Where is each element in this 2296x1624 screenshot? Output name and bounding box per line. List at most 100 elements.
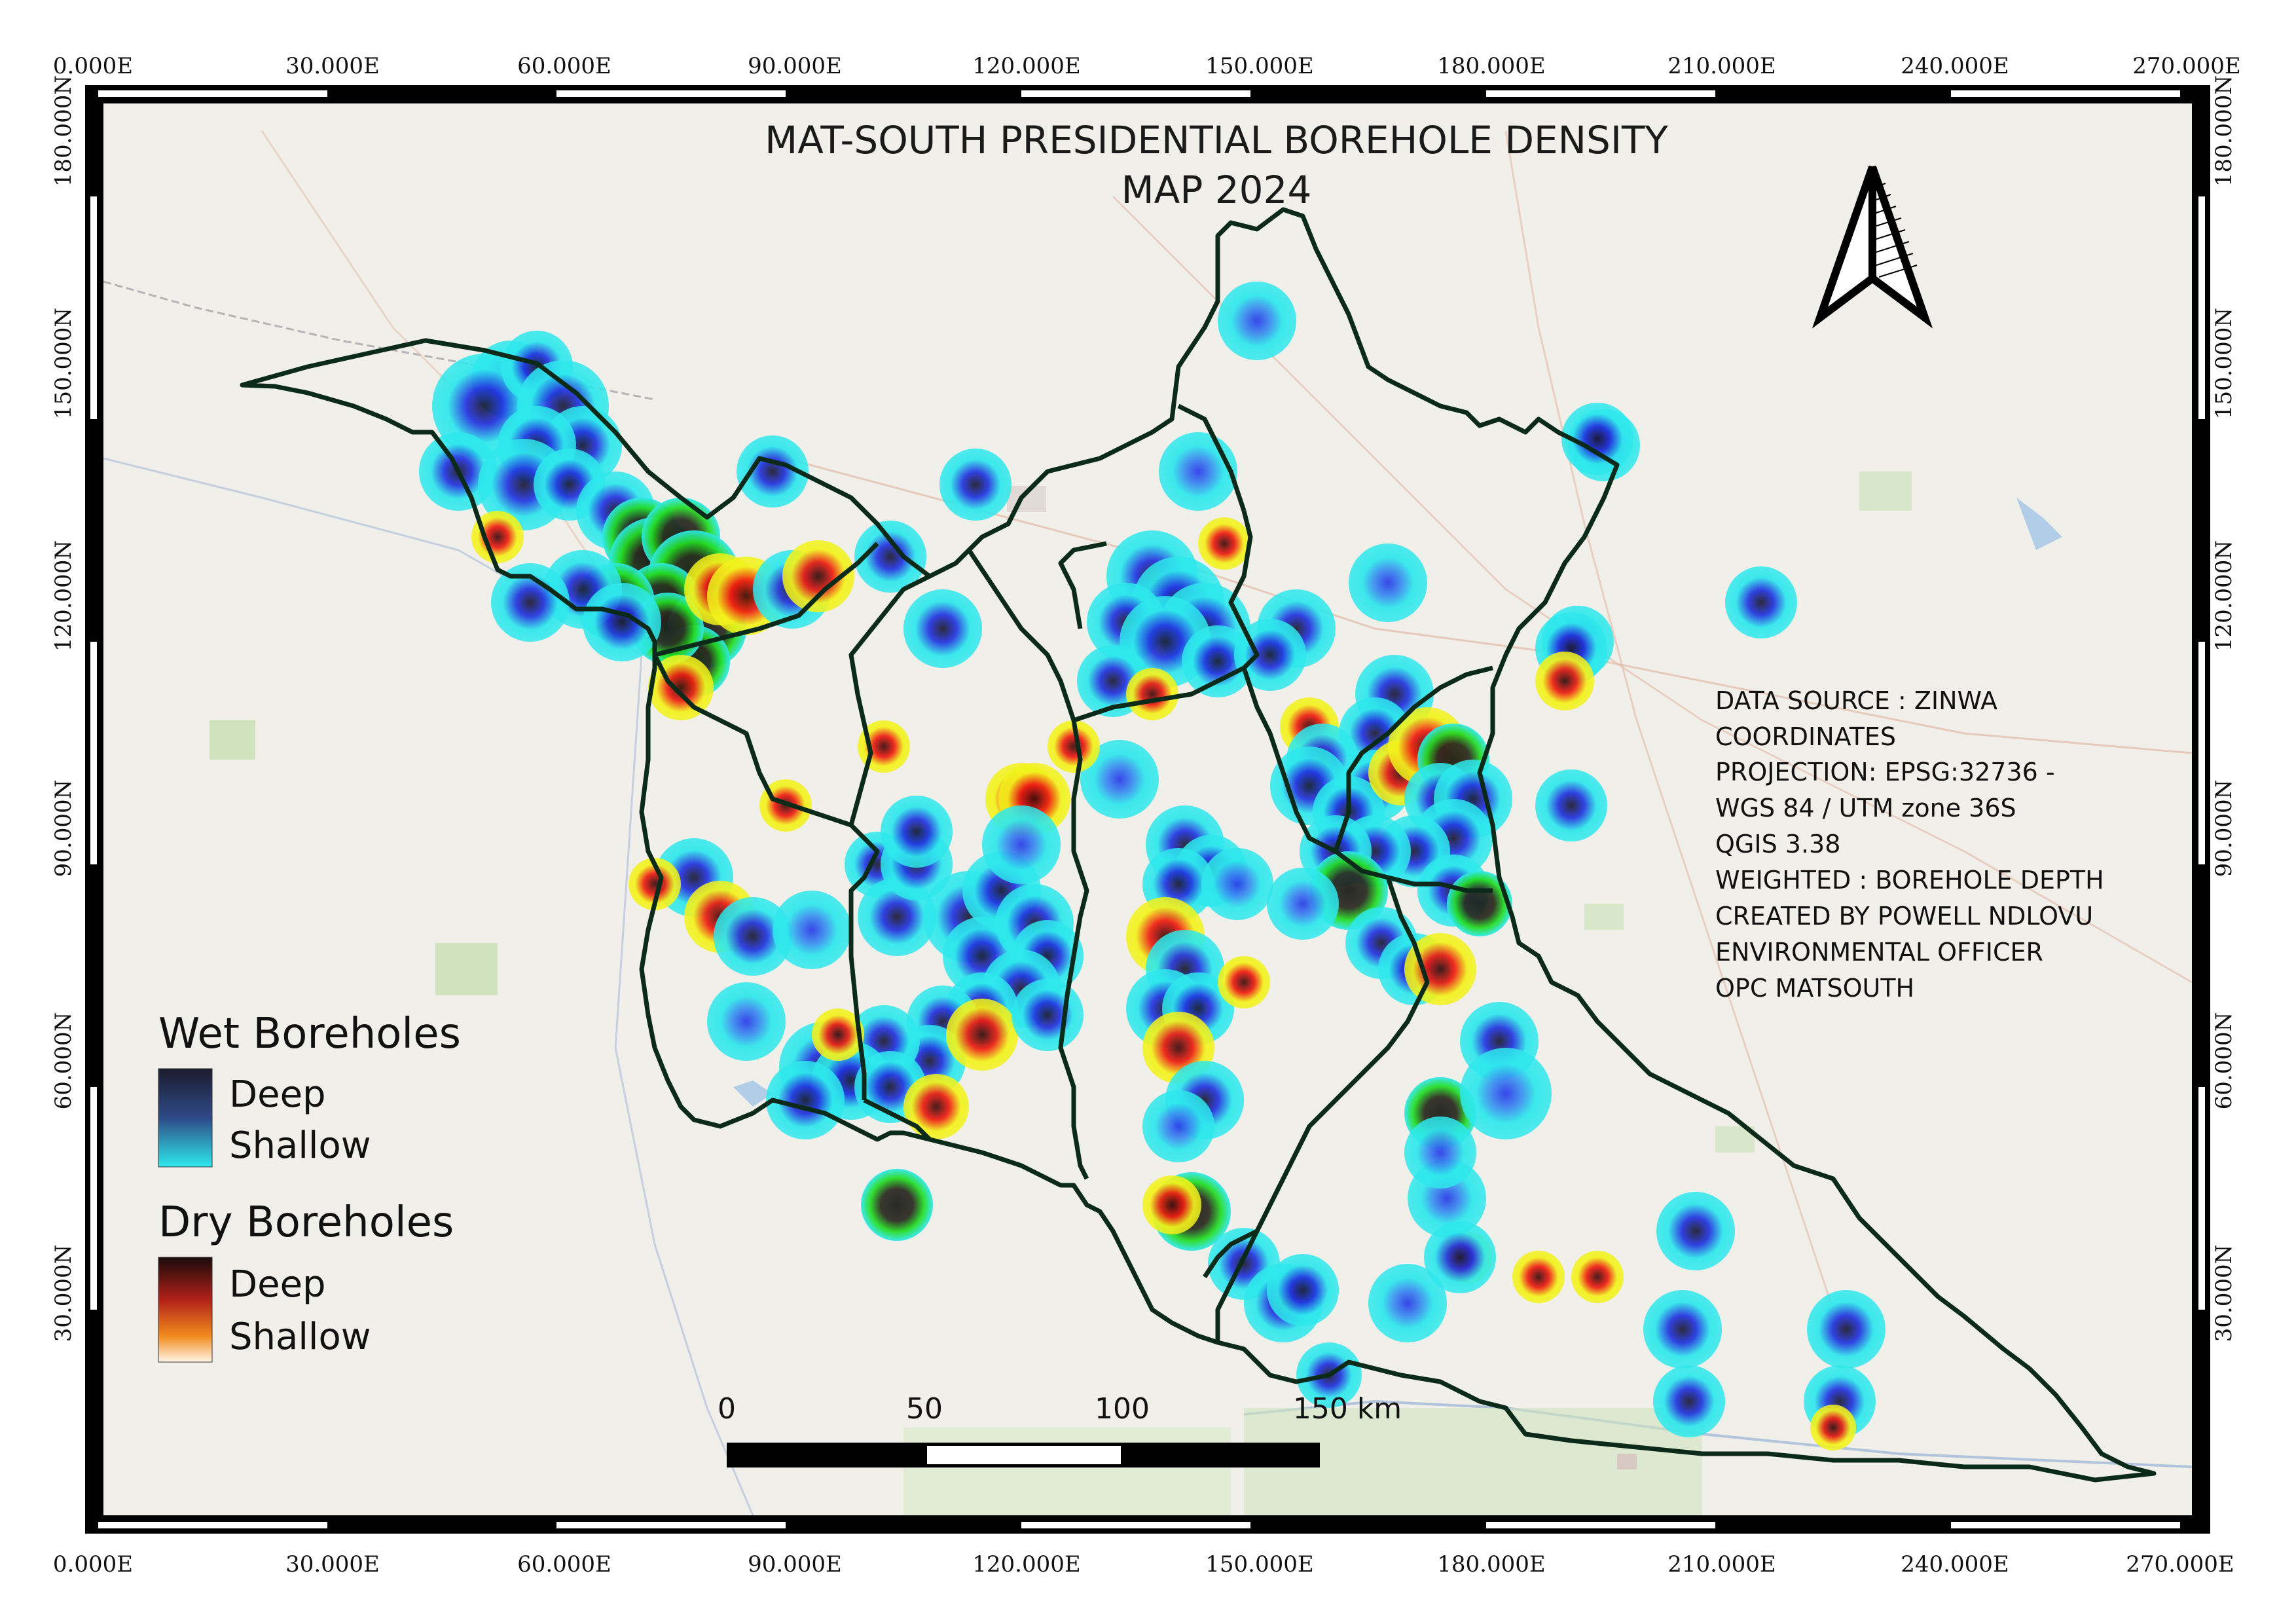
wet-borehole-hotspot bbox=[1561, 403, 1633, 475]
wet-borehole-hotspot bbox=[854, 521, 926, 593]
x-tick-bottom: 120.000E bbox=[972, 1551, 1080, 1578]
wet-borehole-hotspot bbox=[1404, 1116, 1476, 1189]
wet-borehole-hotspot bbox=[1460, 1048, 1552, 1139]
wet-borehole-hotspot bbox=[766, 1061, 845, 1139]
wet-borehole-hotspot bbox=[1234, 619, 1306, 691]
x-axis-top: 0.000E 30.000E 60.000E 90.000E 120.000E … bbox=[53, 53, 2241, 79]
wet-borehole-hotspot bbox=[1080, 740, 1159, 819]
wet-borehole-hotspot bbox=[982, 805, 1061, 884]
y-tick-right: 120.000N bbox=[2211, 540, 2237, 652]
basemap bbox=[103, 103, 2192, 1515]
wet-borehole-hotspot bbox=[1142, 1090, 1214, 1162]
info-line: COORDINATES bbox=[1715, 722, 1896, 751]
x-tick-top: 150.000E bbox=[1205, 53, 1313, 79]
x-tick-top: 240.000E bbox=[1901, 53, 2009, 79]
y-tick-left: 60.000N bbox=[50, 1012, 77, 1110]
north-arrow-icon bbox=[1812, 166, 1933, 329]
wet-borehole-hotspot bbox=[1011, 979, 1084, 1051]
x-tick-bottom: 240.000E bbox=[1901, 1551, 2009, 1578]
y-axis-right: 180.000N 150.000N 120.000N 90.000N 60.00… bbox=[2211, 75, 2237, 1342]
wet-borehole-hotspot bbox=[1653, 1365, 1725, 1437]
info-line: DATA SOURCE : ZINWA bbox=[1715, 686, 1997, 715]
y-tick-right: 30.000N bbox=[2211, 1245, 2237, 1342]
legend-wet-ramp bbox=[158, 1068, 213, 1168]
wet-borehole-hotspot bbox=[903, 589, 982, 668]
wet-borehole-hotspot bbox=[1218, 282, 1296, 360]
dry-borehole-hotspot bbox=[782, 540, 854, 612]
wet-borehole-hotspot bbox=[707, 982, 786, 1061]
legend: Wet Boreholes Deep Shallow Dry Boreholes… bbox=[158, 1010, 461, 1363]
legend-wet-deep: Deep bbox=[229, 1073, 326, 1116]
density-layer bbox=[419, 282, 1886, 1450]
y-tick-left: 180.000N bbox=[50, 75, 77, 187]
scale-label: 150 km bbox=[1293, 1392, 1402, 1426]
wet-borehole-hotspot bbox=[714, 897, 792, 976]
wet-borehole-hotspot bbox=[1807, 1290, 1886, 1369]
scale-bar: 0 50 100 150 km bbox=[718, 1392, 1402, 1467]
legend-dry-title: Dry Boreholes bbox=[158, 1198, 454, 1247]
x-tick-top: 0.000E bbox=[53, 53, 133, 79]
x-tick-bottom: 60.000E bbox=[517, 1551, 611, 1578]
scale-bar-segment bbox=[927, 1446, 1121, 1464]
wet-borehole-hotspot bbox=[1159, 432, 1237, 511]
wet-borehole-hotspot bbox=[1349, 544, 1427, 622]
wet-borehole-hotspot bbox=[1656, 1192, 1735, 1270]
dry-borehole-hotspot bbox=[812, 1008, 864, 1061]
dry-borehole-hotspot bbox=[1810, 1405, 1856, 1450]
basemap-features bbox=[103, 130, 2192, 1515]
dry-borehole-hotspot bbox=[1571, 1251, 1624, 1303]
dry-borehole-hotspot bbox=[1218, 956, 1270, 1008]
y-tick-right: 180.000N bbox=[2211, 75, 2237, 187]
wet-borehole-hotspot bbox=[1447, 871, 1512, 936]
scale-label: 100 bbox=[1095, 1392, 1150, 1426]
dry-borehole-hotspot bbox=[946, 999, 1018, 1071]
x-axis-bottom: 0.000E 30.000E 60.000E 90.000E 120.000E … bbox=[53, 1551, 2234, 1578]
x-tick-bottom: 90.000E bbox=[748, 1551, 842, 1578]
wet-borehole-hotspot bbox=[1201, 848, 1273, 920]
info-line: CREATED BY POWELL NDLOVU bbox=[1715, 902, 2093, 931]
legend-dry-shallow: Shallow bbox=[229, 1316, 371, 1358]
wet-borehole-hotspot bbox=[737, 435, 809, 507]
frame-ticks bbox=[90, 90, 2205, 1528]
info-line: QGIS 3.38 bbox=[1715, 830, 1840, 858]
info-block: DATA SOURCE : ZINWA COORDINATES PROJECTI… bbox=[1715, 686, 2104, 1003]
x-tick-bottom: 30.000E bbox=[285, 1551, 380, 1578]
wet-borehole-hotspot bbox=[881, 796, 953, 868]
y-tick-left: 90.000N bbox=[50, 780, 77, 877]
info-line: OPC MATSOUTH bbox=[1715, 974, 1914, 1003]
scale-label: 0 bbox=[718, 1392, 736, 1426]
x-tick-top: 60.000E bbox=[517, 53, 611, 79]
wet-borehole-hotspot bbox=[1267, 1254, 1339, 1326]
info-line: ENVIRONMENTAL OFFICER bbox=[1715, 938, 2043, 967]
legend-wet-shallow: Shallow bbox=[229, 1124, 371, 1167]
map-title-line2: MAP 2024 bbox=[1121, 168, 1312, 212]
y-axis-left: 180.000N 150.000N 120.000N 90.000N 60.00… bbox=[50, 75, 77, 1342]
legend-dry-deep: Deep bbox=[229, 1263, 326, 1306]
wet-borehole-hotspot bbox=[491, 563, 570, 642]
wet-borehole-hotspot bbox=[773, 891, 851, 969]
dry-borehole-hotspot bbox=[1048, 720, 1100, 773]
info-line: PROJECTION: EPSG:32736 - bbox=[1715, 758, 2055, 786]
wet-borehole-hotspot bbox=[1368, 1264, 1447, 1342]
x-tick-top: 30.000E bbox=[285, 53, 380, 79]
wet-borehole-hotspot bbox=[1424, 1221, 1496, 1293]
dry-borehole-hotspot bbox=[1142, 1175, 1201, 1234]
scale-label: 50 bbox=[906, 1392, 943, 1426]
y-tick-left: 120.000N bbox=[50, 540, 77, 652]
x-tick-bottom: 180.000E bbox=[1437, 1551, 1545, 1578]
y-tick-right: 90.000N bbox=[2211, 780, 2237, 877]
dry-borehole-hotspot bbox=[1512, 1251, 1565, 1303]
wet-borehole-hotspot bbox=[939, 449, 1011, 521]
map-title-line1: MAT-SOUTH PRESIDENTIAL BOREHOLE DENSITY bbox=[765, 118, 1668, 162]
wet-borehole-hotspot bbox=[583, 583, 661, 661]
x-tick-top: 90.000E bbox=[748, 53, 842, 79]
wet-borehole-hotspot bbox=[1267, 868, 1339, 940]
wet-borehole-hotspot bbox=[1643, 1290, 1722, 1369]
district-boundaries bbox=[240, 207, 2157, 1483]
wet-borehole-hotspot bbox=[1725, 566, 1797, 638]
legend-wet-title: Wet Boreholes bbox=[158, 1010, 461, 1058]
wet-borehole-hotspot bbox=[861, 1169, 933, 1241]
y-tick-left: 30.000N bbox=[50, 1245, 77, 1342]
y-tick-right: 60.000N bbox=[2211, 1012, 2237, 1110]
